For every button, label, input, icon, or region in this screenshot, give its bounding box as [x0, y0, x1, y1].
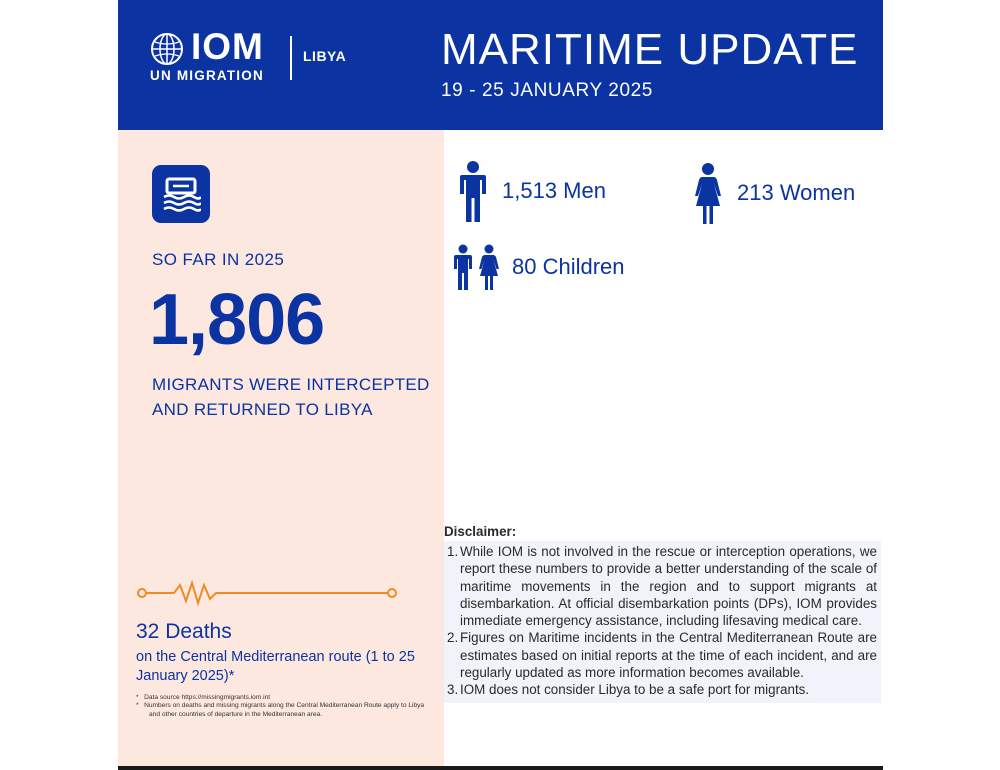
iom-globe-icon	[151, 33, 183, 65]
women-count: 213 Women	[737, 180, 856, 205]
total-intercepted: 1,806	[149, 280, 325, 360]
disclaimer-title: Disclaimer:	[444, 524, 517, 539]
logo-country: LIBYA	[303, 48, 347, 64]
men-count: 1,513 Men	[502, 178, 606, 203]
disclaimer: Disclaimer: 1. While IOM is not involved…	[444, 523, 881, 703]
disclaimer-item-number: 3.	[447, 682, 459, 698]
disclaimer-item: 1. While IOM is not involved in the resc…	[447, 543, 877, 629]
infographic-sheet: IOM UN MIGRATION LIBYA MARITIME UPDATE 1…	[118, 0, 883, 766]
disclaimer-item-text: While IOM is not involved in the rescue …	[460, 544, 877, 629]
header-banner: IOM UN MIGRATION LIBYA MARITIME UPDATE 1…	[118, 0, 883, 130]
man-icon	[460, 161, 486, 222]
boat-icon	[152, 165, 210, 223]
disclaimer-item-text: Figures on Maritime incidents in the Cen…	[460, 630, 877, 681]
children-icon	[454, 244, 499, 290]
disclaimer-item-number: 1.	[447, 544, 459, 559]
heartbeat-line-icon	[137, 579, 397, 607]
footnote: * Numbers on deaths and missing migrants…	[136, 702, 425, 718]
children-count: 80 Children	[512, 254, 625, 279]
disclaimer-item: 3. IOM does not consider Libya to be a s…	[447, 681, 877, 698]
men-stat: 1,513 Men	[458, 160, 606, 222]
disclaimer-item-number: 2.	[447, 630, 459, 646]
deaths-subtext: on the Central Mediterranean route (1 to…	[136, 649, 415, 684]
children-stat: 80 Children	[452, 244, 625, 290]
footnote-text: Data source https://missingmigrants.iom.…	[144, 694, 271, 701]
page-title: MARITIME UPDATE	[441, 25, 859, 74]
disclaimer-item-text: IOM does not consider Libya to be a safe…	[460, 682, 810, 698]
bottom-rule	[118, 766, 883, 770]
disclaimer-list: 1. While IOM is not involved in the resc…	[444, 541, 881, 703]
footnote-text: Numbers on deaths and missing migrants a…	[144, 702, 425, 718]
disclaimer-item: 2. Figures on Maritime incidents in the …	[447, 629, 877, 681]
deaths-headline: 32 Deaths	[136, 620, 232, 643]
summary-panel: SO FAR IN 2025 1,806 MIGRANTS WERE INTER…	[118, 130, 444, 766]
date-range: 19 - 25 JANUARY 2025	[441, 80, 653, 101]
footnotes: * Data source https://missingmigrants.io…	[136, 694, 436, 719]
logo-subtitle: UN MIGRATION	[150, 68, 264, 83]
period-label: SO FAR IN 2025	[152, 250, 285, 269]
logo-divider	[290, 36, 292, 80]
woman-icon	[695, 163, 721, 224]
total-description: MIGRANTS WERE INTERCEPTED AND RETURNED T…	[152, 375, 430, 419]
logo-wordmark: IOM	[191, 26, 264, 67]
footnote: * Data source https://missingmigrants.io…	[136, 694, 271, 701]
women-stat: 213 Women	[693, 162, 855, 224]
